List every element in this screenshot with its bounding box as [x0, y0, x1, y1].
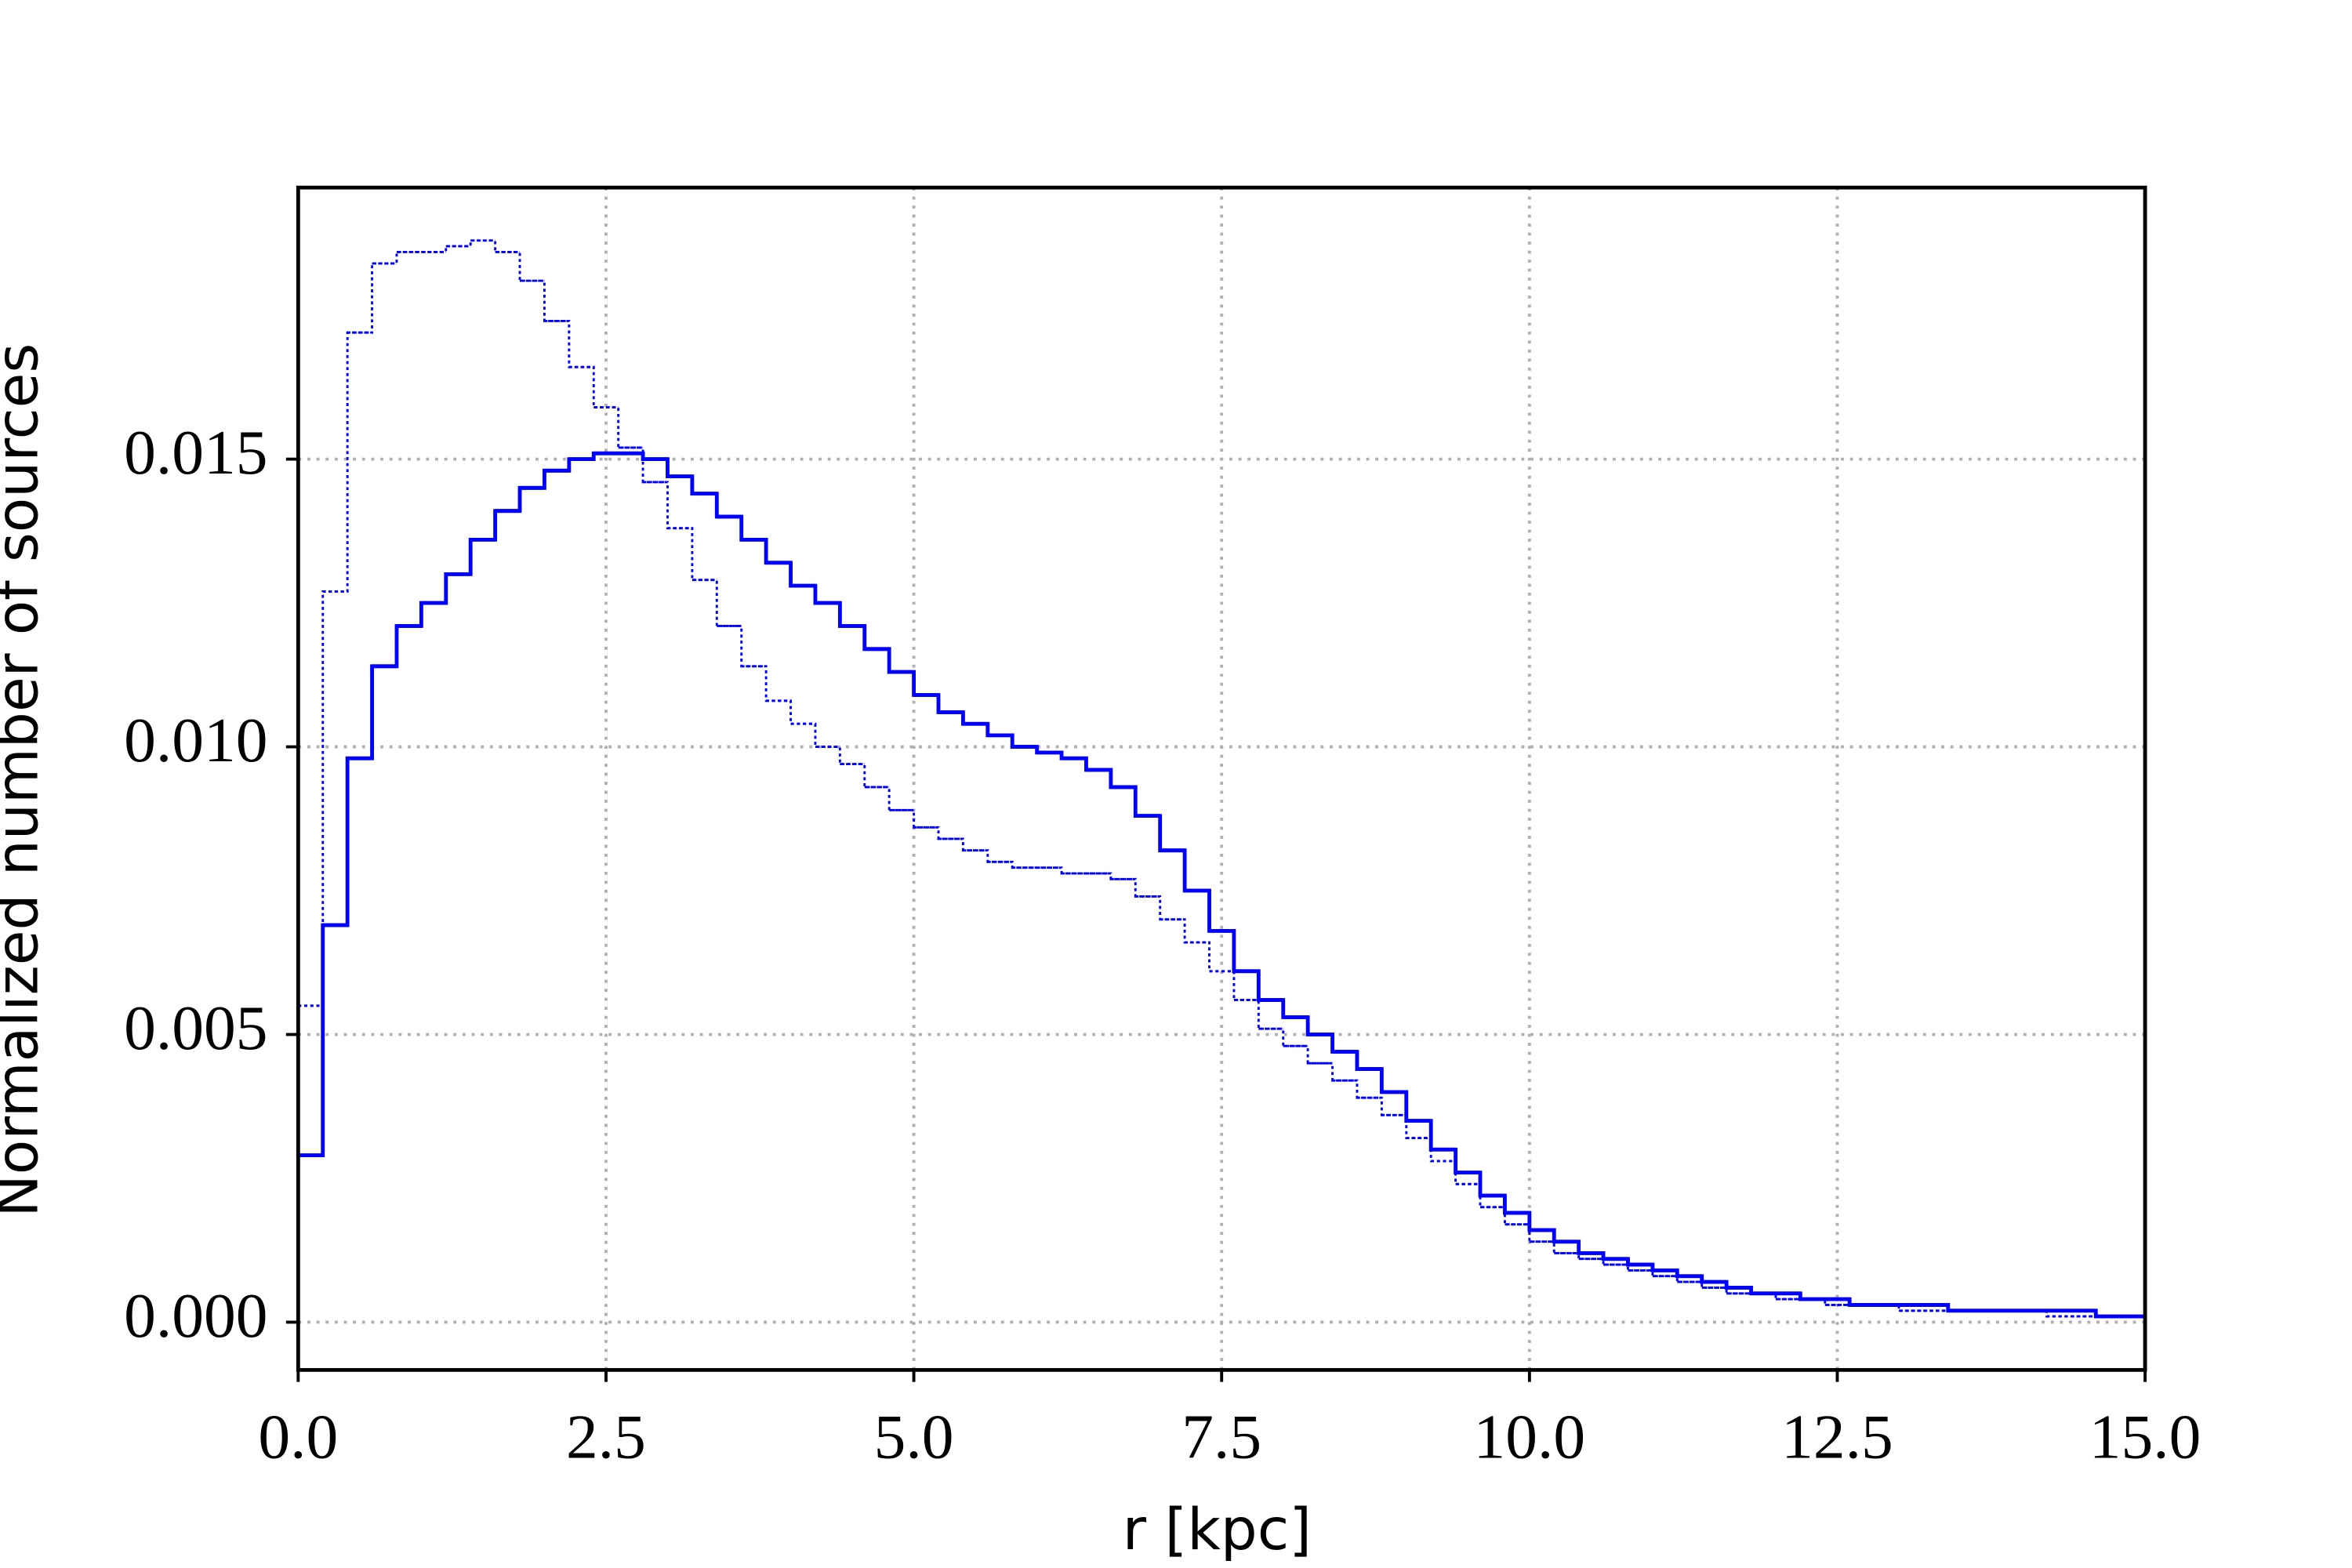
x-tick-label: 15.0 — [2089, 1402, 2201, 1472]
x-axis-label: r [kpc] — [1123, 1497, 1312, 1563]
x-tick-label: 7.5 — [1181, 1402, 1261, 1472]
x-tick-label: 12.5 — [1781, 1402, 1893, 1472]
y-tick-label: 0.010 — [124, 706, 267, 775]
y-tick-label: 0.015 — [124, 418, 267, 488]
x-tick-label: 2.5 — [566, 1402, 646, 1472]
step-connector — [298, 239, 2146, 1318]
x-tick-label: 5.0 — [874, 1402, 954, 1472]
x-tick-label: 0.0 — [258, 1402, 338, 1472]
plot-frame — [296, 185, 2147, 1372]
y-tick-label: 0.005 — [124, 993, 267, 1062]
y-tick-label: 0.000 — [124, 1280, 267, 1350]
y-axis-label: Normalized number of sources — [0, 343, 51, 1218]
x-tick-label: 10.0 — [1474, 1402, 1586, 1472]
